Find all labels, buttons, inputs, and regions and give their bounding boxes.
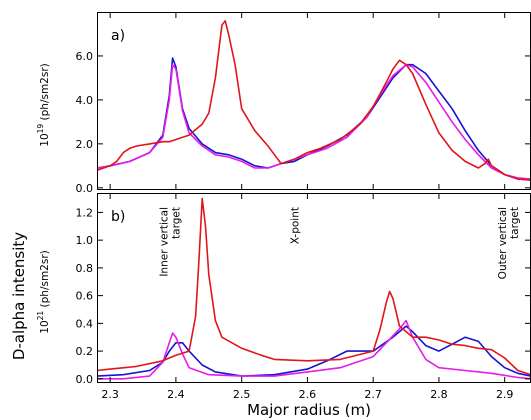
panel-a-frame [97,12,531,190]
panel-b-y-tick-label: 1.0 [76,234,94,247]
panel-b-series-line-1 [97,197,531,376]
panel-b-y-tick-label: 1.2 [76,206,94,219]
panel-b-annotation-3: Outer vertical [497,207,509,279]
panel-a-unit-label: 1019 (ph/sm2sr) [36,63,51,146]
x-axis-title: Major radius (m) [247,401,371,419]
panel-b-label: b) [111,209,125,225]
x-tick-label: 2.6 [299,388,317,401]
panel-b-y-tick-label: 0.2 [76,345,94,358]
panel-b-plot-area [97,197,531,380]
x-tick-label: 2.3 [101,388,119,401]
panel-b-annotation-3: target [509,207,521,239]
panel-b-y-tick-label: 0.6 [76,290,94,303]
panel-b-unit-label: 1021 (ph/sm2sr) [36,250,51,333]
x-tick-label: 2.9 [496,388,514,401]
panel-a-label: a) [111,28,125,44]
x-tick-label: 2.8 [430,388,448,401]
x-tick-label: 2.4 [167,388,185,401]
panel-b-annotation-1: Inner vertical [158,207,170,277]
panel-b-annotation-1: target [170,207,182,239]
panel-a-plot-area [97,20,531,181]
panel-a-y-tick-label: 0.0 [76,182,94,195]
panel-b-y-tick-label: 0.0 [76,373,94,386]
panel-b-series-line-3 [97,319,531,380]
panel-b-y-tick-label: 0.8 [76,262,94,275]
panel-b-annotation-2: X-point [289,207,301,244]
shared-y-axis-title: D-alpha intensity [10,232,28,360]
panel-a-y-tick-label: 2.0 [76,138,94,151]
panel-b-y-tick-label: 0.4 [76,317,94,330]
panel-a-y-tick-label: 4.0 [76,94,94,107]
panel-b-series-line-2 [97,325,531,377]
x-tick-label: 2.5 [233,388,251,401]
x-tick-label: 2.7 [364,388,382,401]
panel-a-y-tick-label: 6.0 [76,50,94,63]
panel-a-series-line-1 [97,20,531,181]
